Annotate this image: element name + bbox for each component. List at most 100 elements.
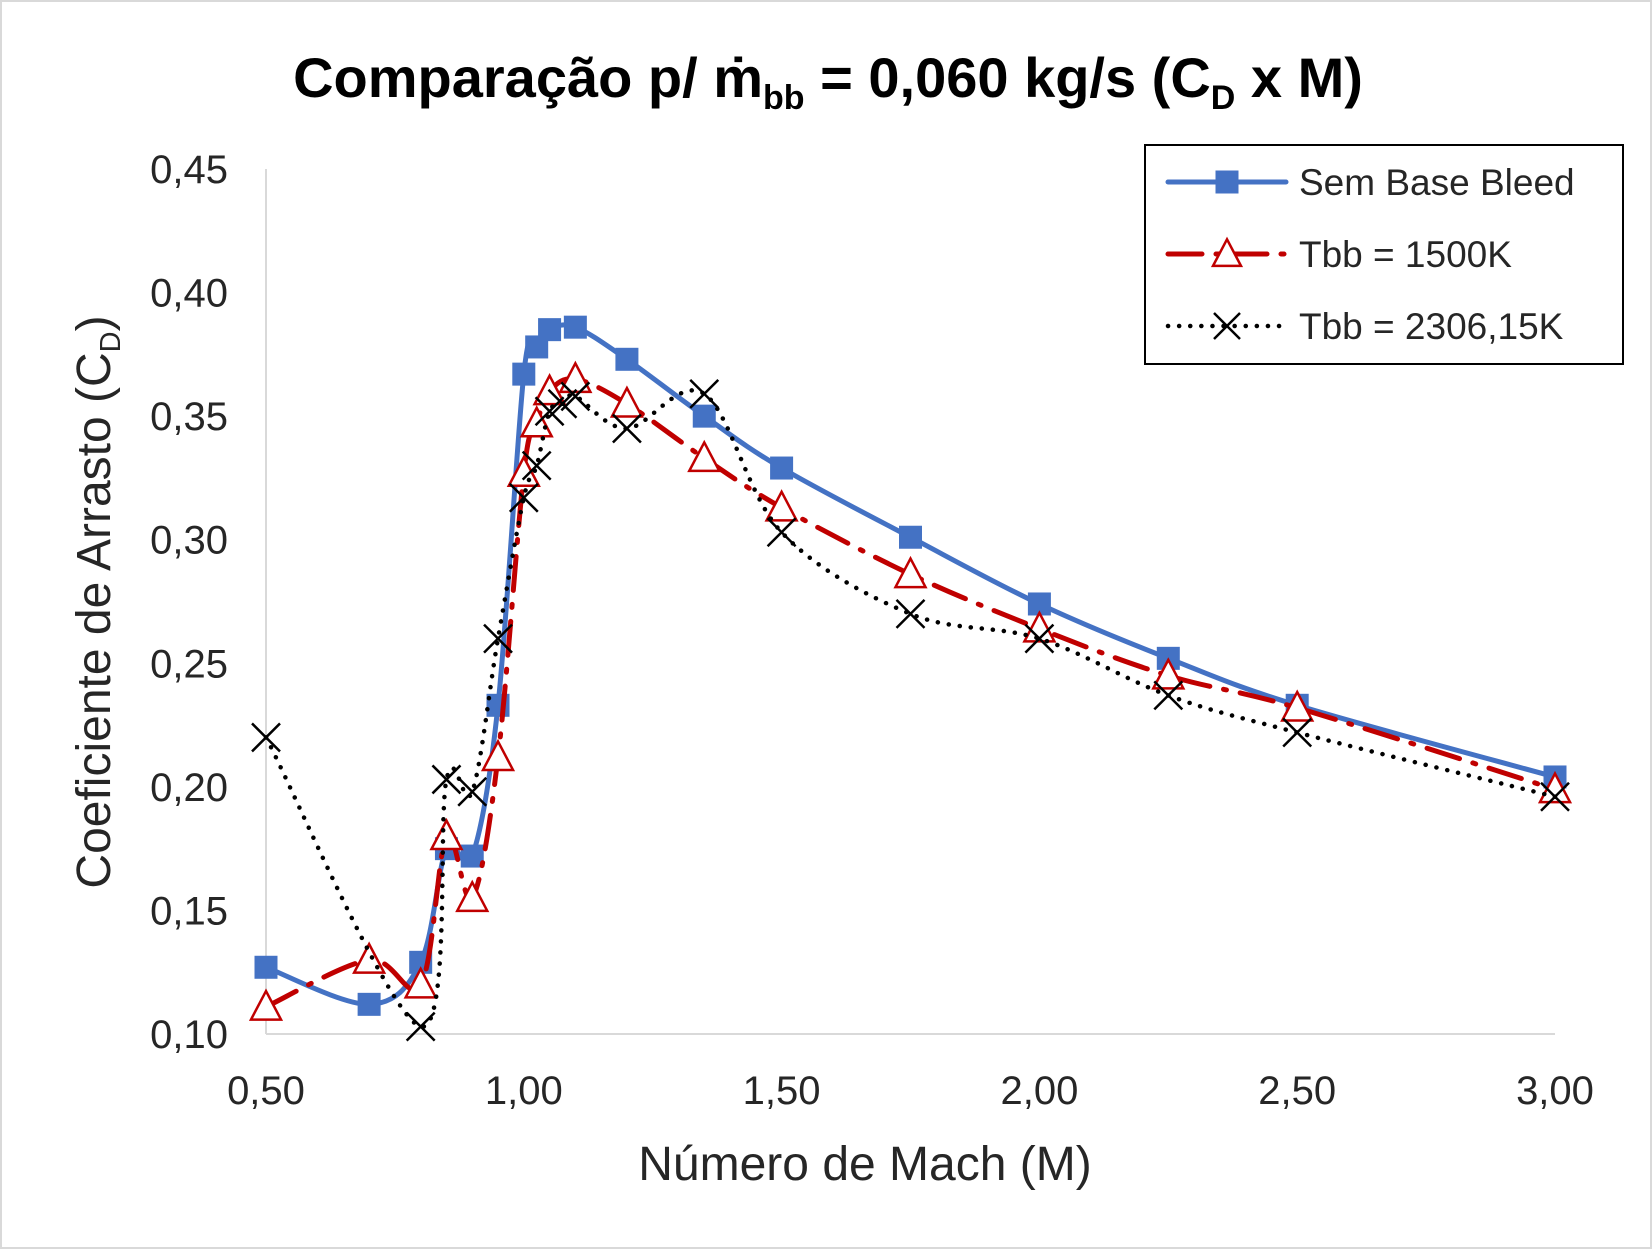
series-1-point [357, 992, 381, 1016]
series-3-point-stroke-b [1153, 680, 1184, 711]
series-3-point [1024, 623, 1055, 654]
series-1-point [538, 318, 562, 342]
series-3-point [251, 722, 281, 753]
series-3-point-stroke-b [1024, 623, 1055, 654]
series-2-point [519, 405, 554, 438]
x-axis-label: Número de Mach (M) [638, 1138, 1091, 1191]
title-c-subscript: D [1211, 79, 1236, 117]
series-1-point [615, 347, 639, 371]
series-2-point [429, 817, 464, 851]
series-3-point-stroke-b [1540, 781, 1570, 812]
series-1-point [460, 844, 484, 868]
x-tick-label: 0,50 [227, 1069, 305, 1113]
title-prefix: Comparação p/ [293, 46, 713, 109]
legend-swatch-marker-stroke-b [1213, 312, 1241, 340]
series-2 [248, 360, 1573, 1021]
y-axis-label-end: ) [68, 315, 121, 331]
title-middle: = 0,060 kg/s (C [805, 46, 1211, 109]
series-1-point [899, 525, 922, 549]
chart-title: Comparação p/ ṁbb = 0,060 kg/s (CD x M) [293, 46, 1363, 117]
series-2-point [248, 988, 284, 1021]
series-3-line [263, 388, 1558, 1029]
y-tick-label: 0,15 [150, 889, 228, 933]
series-3-point [1540, 781, 1570, 812]
series-3-point [457, 776, 488, 807]
series-1-point [692, 404, 716, 428]
legend-label: Tbb = 1500K [1299, 234, 1512, 275]
legend: Sem Base Bleed Tbb = 1500K Tbb = 2306,15K [1144, 144, 1624, 365]
series-3-point-stroke-b [483, 623, 513, 654]
series-3-point-stroke-b [405, 1011, 436, 1042]
legend-swatch-marker [1215, 170, 1239, 194]
series-3-point-stroke-b [689, 379, 720, 409]
y-tick-label: 0,10 [150, 1013, 228, 1057]
y-tick-label: 0,20 [150, 766, 228, 810]
series-3-point [689, 379, 720, 409]
series-2-point [1022, 610, 1057, 643]
legend-label: Sem Base Bleed [1299, 162, 1575, 203]
series-3-point-stroke-b [895, 598, 926, 629]
y-tick-label: 0,30 [150, 519, 228, 563]
series-3-point [1153, 680, 1184, 711]
series-3-point-stroke-b [1282, 717, 1313, 748]
axes [265, 169, 1555, 1035]
title-suffix: x M) [1235, 46, 1363, 109]
x-tick-label: 2,50 [1258, 1069, 1336, 1113]
series-2-point [609, 385, 644, 418]
x-tick-label: 3,00 [1516, 1069, 1594, 1113]
series-1-point [254, 955, 278, 979]
y-axis-label-subscript: D [95, 331, 127, 352]
series-2-point [480, 738, 516, 772]
legend-entry-3: Tbb = 2306,15K [1165, 306, 1564, 347]
series-3-point [560, 381, 591, 412]
series-3-point [766, 517, 797, 548]
series-3-point [483, 623, 513, 654]
series-2-point [1151, 657, 1186, 690]
series-2-point [455, 879, 490, 913]
series-1-point [563, 315, 587, 339]
series-3-point-stroke-b [251, 722, 281, 753]
series-3-point [431, 764, 462, 795]
series-layer [248, 315, 1573, 1042]
legend-entry-1: Sem Base Bleed [1165, 162, 1575, 203]
series-2-point [352, 941, 387, 974]
series-1-point [525, 335, 549, 359]
series-2-line [263, 376, 1558, 1010]
legend-swatch-marker [1213, 312, 1241, 340]
legend-entries: Sem Base Bleed Tbb = 1500K Tbb = 2306,15K [1165, 162, 1575, 347]
series-3-point-stroke-b [521, 450, 552, 481]
y-tick-label: 0,45 [150, 148, 228, 192]
series-3-point [405, 1011, 436, 1042]
title-m-subscript: bb [763, 79, 805, 117]
series-3-point [1282, 717, 1313, 748]
series-3-point-stroke-b [457, 776, 488, 807]
y-axis-label: Coeficiente de Arrasto (CD) [68, 315, 127, 888]
series-3-point [612, 413, 642, 444]
series-3-point [521, 450, 552, 481]
x-tick-label: 1,00 [485, 1069, 563, 1113]
series-3 [251, 379, 1570, 1042]
y-axis-label-main: Coeficiente de Arrasto (C [68, 352, 121, 888]
legend-swatch-marker [1210, 236, 1244, 268]
series-3-point-stroke-b [508, 482, 539, 513]
legend-label: Tbb = 2306,15K [1299, 306, 1564, 347]
series-2-point [893, 555, 928, 589]
series-1-line [263, 322, 1558, 1007]
series-3-point-stroke-b [766, 517, 797, 548]
x-tick-label: 2,00 [1000, 1069, 1078, 1113]
series-1-point [512, 362, 536, 386]
series-3-point-stroke-b [612, 413, 642, 444]
series-1 [254, 315, 1567, 1016]
series-2-point [403, 966, 438, 999]
legend-entry-2: Tbb = 1500K [1165, 234, 1512, 275]
series-2-point [764, 489, 799, 522]
series-3-point-stroke-b [560, 381, 591, 412]
x-tick-label: 1,50 [743, 1069, 821, 1113]
tick-labels: 0,50 1,00 1,50 2,00 2,50 3,00 0,10 0,15 0,20 0,25… [150, 148, 1594, 1113]
series-3-point [508, 482, 539, 513]
y-tick-label: 0,35 [150, 395, 228, 439]
y-tick-label: 0,25 [150, 642, 228, 686]
series-3-point [895, 598, 926, 629]
